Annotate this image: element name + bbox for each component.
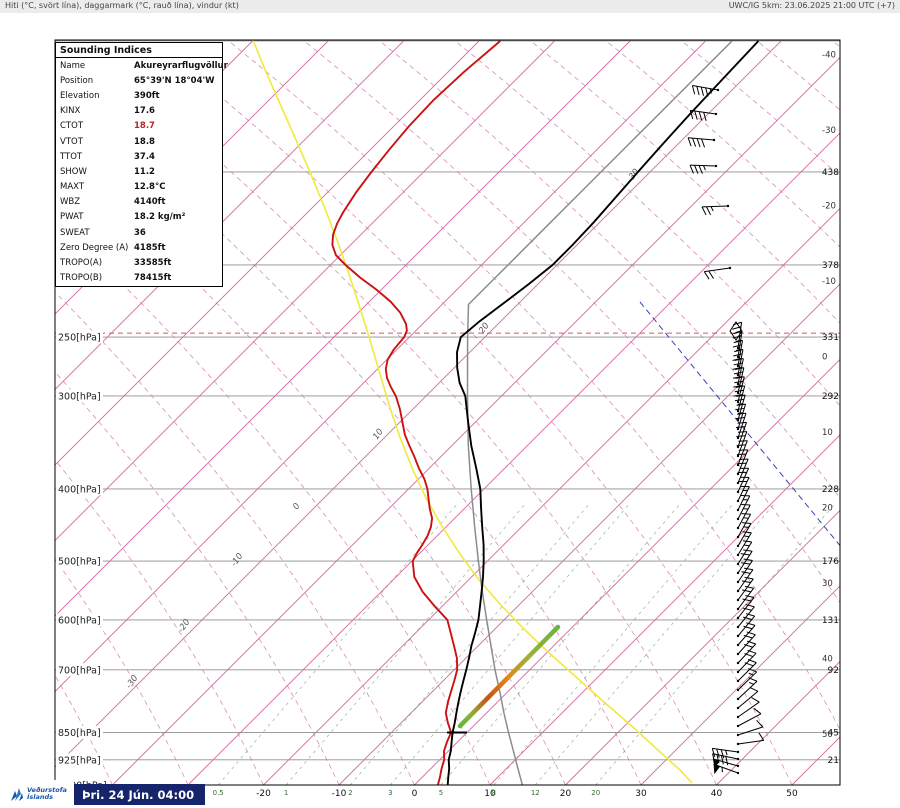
plot-border xyxy=(54,39,841,786)
plot-grid: 30 20 10 0 -10 -20 -30 xyxy=(55,40,840,785)
indices-row: WBZ 4140ft xyxy=(60,197,166,208)
mixing-ratio-label: 1 xyxy=(284,789,288,797)
bottom-temp-label: 10 xyxy=(484,789,496,799)
met-office-logo: Veðurstofa Íslands xyxy=(0,780,74,808)
right-temp-label: 10 xyxy=(822,428,833,438)
met-office-logo-icon xyxy=(11,788,23,801)
indices-row: VTOT 18.8 xyxy=(60,136,155,147)
pressure-label: 925[hPa] xyxy=(58,755,101,766)
standard-atmosphere-curve xyxy=(466,40,733,785)
indices-row: TROPO(B) 78415ft xyxy=(60,273,172,284)
indices-row: Zero Degree (A) 4185ft xyxy=(60,242,166,253)
bottom-temp-label: 50 xyxy=(786,789,798,799)
mixing-ratio-label: 12 xyxy=(531,789,540,797)
right-temp-label: 0 xyxy=(822,353,827,363)
indices-row: PWAT 18.2 kg/m² xyxy=(60,212,186,223)
yellow-reference-curve xyxy=(252,40,693,784)
right-temp-label: -40 xyxy=(822,51,836,61)
altitude-label: 292 xyxy=(822,392,839,402)
pressure-label: 300[hPa] xyxy=(58,391,101,402)
altitude-label: 21 xyxy=(828,756,839,766)
bottom-temp-label: 30 xyxy=(635,789,647,799)
pressure-label: 250[hPa] xyxy=(58,333,101,344)
indices-row: SWEAT 36 xyxy=(60,227,146,238)
right-temp-label: -20 xyxy=(822,202,836,212)
indices-row: Elevation 390ft xyxy=(60,90,160,101)
svg-text:0: 0 xyxy=(291,502,302,512)
pressure-label: 500[hPa] xyxy=(58,557,101,568)
indices-title: Sounding Indices xyxy=(56,43,222,58)
indices-row: CTOT 18.7 xyxy=(60,121,155,132)
altitude-label: 176 xyxy=(822,557,839,567)
sounding-indices-panel: Sounding Indices Name Akureyrarflugvöllur… xyxy=(55,42,228,287)
bottom-temp-label: 40 xyxy=(711,789,723,799)
wind-barbs xyxy=(687,84,765,775)
right-temp-label: 20 xyxy=(822,504,833,514)
altitude-label: 131 xyxy=(822,616,839,626)
indices-row: SHOW 11.2 xyxy=(60,166,155,177)
indices-row: TROPO(A) 33585ft xyxy=(60,258,172,269)
bottom-temp-label: -20 xyxy=(256,789,271,799)
plot-legend-text: Hiti (°C, svört lína), daggarmark (°C, r… xyxy=(5,1,239,10)
pressure-label: 600[hPa] xyxy=(58,615,101,626)
valid-time-bar: Þri. 24 Jún. 04:00 xyxy=(74,784,205,805)
altitude-label: 228 xyxy=(822,485,839,495)
altitude-label: 92 xyxy=(828,666,839,676)
mixing-ratio-label: 20 xyxy=(591,789,600,797)
bottom-temp-label: 0 xyxy=(412,789,418,799)
dewpoint-curve xyxy=(331,40,501,785)
temperature-curve xyxy=(446,40,760,785)
indices-row: MAXT 12.8°C xyxy=(60,182,166,193)
indices-row: Position 65°39'N 18°04'W xyxy=(60,75,215,86)
blue-dashed-line xyxy=(639,301,840,547)
right-temp-label: -10 xyxy=(822,277,836,287)
mixing-ratio-label: 0.5 xyxy=(213,789,224,797)
right-temp-label: 50 xyxy=(822,730,833,740)
model-run-text: UWC/IG 5km: 23.06.2025 21:00 UTC (+7) xyxy=(728,1,895,10)
right-temp-label: 30 xyxy=(822,579,833,589)
altitude-label: 378 xyxy=(822,261,839,271)
pressure-label: 850[hPa] xyxy=(58,728,101,739)
indices-rows: Name Akureyrarflugvöllur Position 65°39'N 1… xyxy=(56,58,228,286)
indices-row: Name Akureyrarflugvöllur xyxy=(60,60,228,71)
altitude-label: 45 xyxy=(828,729,839,739)
altitude-label: 331 xyxy=(822,333,839,343)
bottom-temp-label: 20 xyxy=(560,789,572,799)
parcel-segment xyxy=(457,624,561,729)
bottom-temp-label: -10 xyxy=(332,789,347,799)
indices-row: TTOT 37.4 xyxy=(60,151,155,162)
pressure-label: 700[hPa] xyxy=(58,665,101,676)
tropopause-marker-diamond xyxy=(729,321,743,341)
top-info-bar: Hiti (°C, svört lína), daggarmark (°C, r… xyxy=(0,0,900,13)
pressure-label: 400[hPa] xyxy=(58,484,101,495)
met-office-logo-text: Veðurstofa Íslands xyxy=(27,785,67,801)
mixing-ratio-label: 5 xyxy=(439,789,443,797)
mixing-ratio-label: 3 xyxy=(388,789,392,797)
indices-row: KINX 17.6 xyxy=(60,106,155,117)
mixing-ratio-label: 2 xyxy=(348,789,352,797)
right-temp-label: 40 xyxy=(822,655,833,665)
right-temp-label: -30 xyxy=(822,126,836,136)
mixing-ratio-label: 8 xyxy=(492,789,496,797)
altitude-label: 438 xyxy=(822,168,839,178)
